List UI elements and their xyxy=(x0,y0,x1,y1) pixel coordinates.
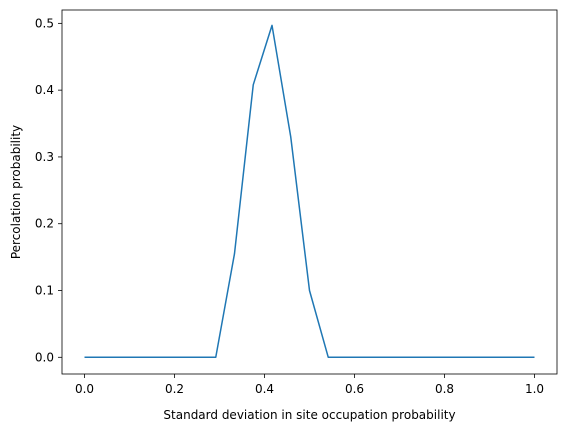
y-axis: 0.0 0.1 0.2 0.3 0.4 0.5 xyxy=(35,16,62,364)
x-tick-label: 0.8 xyxy=(435,382,454,396)
plot-lines xyxy=(84,24,535,359)
x-tick-label: 0.4 xyxy=(255,382,274,396)
y-tick-label: 0.2 xyxy=(35,217,54,231)
y-tick-label: 0.5 xyxy=(35,16,54,30)
x-tick-label: 0.2 xyxy=(165,382,184,396)
y-tick-label: 0.1 xyxy=(35,284,54,298)
x-tick-label: 0.0 xyxy=(75,382,94,396)
x-axis-label: Standard deviation in site occupation pr… xyxy=(163,408,455,422)
plot-area xyxy=(62,10,557,374)
x-tick-label: 0.6 xyxy=(345,382,364,396)
y-tick-label: 0.0 xyxy=(35,350,54,364)
y-tick-label: 0.4 xyxy=(35,83,54,97)
y-axis-label: Percolation probability xyxy=(9,125,23,259)
x-axis: 0.0 0.2 0.4 0.6 0.8 1.0 xyxy=(75,374,544,396)
x-tick-label: 1.0 xyxy=(525,382,544,396)
y-tick-label: 0.3 xyxy=(35,150,54,164)
plot-frame xyxy=(61,9,558,375)
series-line-0 xyxy=(84,24,535,359)
